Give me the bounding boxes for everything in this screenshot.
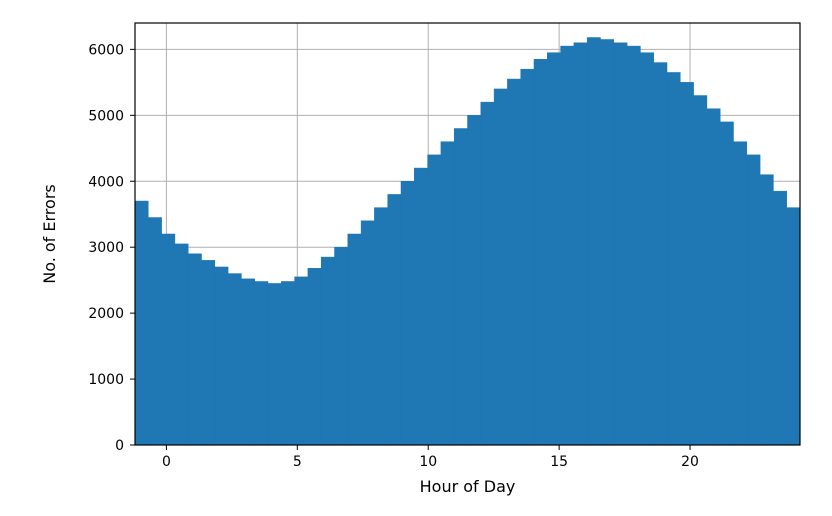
bar	[654, 63, 667, 445]
y-axis-label: No. of Errors	[40, 184, 59, 284]
bar	[135, 201, 148, 445]
bar	[414, 168, 427, 445]
bar	[680, 82, 693, 445]
x-tick-label: 15	[550, 454, 568, 470]
bar	[561, 46, 574, 445]
bar	[694, 96, 707, 445]
bar	[747, 155, 760, 445]
x-axis-label: Hour of Day	[420, 477, 516, 496]
x-tick-label: 5	[293, 454, 302, 470]
bar	[148, 218, 161, 445]
bar	[228, 274, 241, 445]
y-tick-label: 0	[115, 438, 124, 454]
bar	[720, 122, 733, 445]
bar	[494, 89, 507, 445]
chart-svg: 0 5 10 15 20 Hour of Day 0 1000 2000 3000 4000 5000…	[0, 0, 832, 516]
bar	[547, 53, 560, 445]
bar	[241, 279, 254, 445]
bar	[361, 221, 374, 445]
x-axis: 0 5 10 15 20 Hour of Day	[162, 445, 699, 496]
bar	[707, 109, 720, 445]
y-tick-label: 2000	[88, 306, 124, 322]
bar	[627, 46, 640, 445]
bar	[388, 194, 401, 445]
bar	[335, 247, 348, 445]
bar	[428, 155, 441, 445]
y-tick-label: 6000	[88, 42, 124, 58]
y-tick-label: 5000	[88, 108, 124, 124]
bar	[321, 257, 334, 445]
bar	[295, 277, 308, 445]
bar	[308, 268, 321, 445]
bar	[773, 191, 786, 445]
bar	[268, 283, 281, 445]
bar	[162, 234, 175, 445]
y-tick-label: 4000	[88, 174, 124, 190]
y-tick-label: 1000	[88, 372, 124, 388]
bar	[454, 129, 467, 446]
bar	[215, 267, 228, 445]
bar	[401, 181, 414, 445]
x-tick-label: 0	[162, 454, 171, 470]
y-axis: 0 1000 2000 3000 4000 5000 6000 No. of Errors	[40, 42, 135, 454]
x-tick-label: 20	[681, 454, 699, 470]
bar	[667, 72, 680, 445]
bar	[760, 175, 773, 445]
bar	[374, 208, 387, 445]
bar	[787, 208, 800, 445]
bar	[601, 39, 614, 445]
bar	[507, 79, 520, 445]
bar	[587, 38, 600, 445]
bar	[574, 43, 587, 445]
bar	[734, 142, 747, 445]
bar	[202, 260, 215, 445]
bar	[281, 281, 294, 445]
bar	[348, 234, 361, 445]
y-tick-label: 3000	[88, 240, 124, 256]
bar	[614, 43, 627, 445]
bar	[188, 254, 201, 445]
x-tick-label: 10	[419, 454, 437, 470]
bar	[468, 115, 481, 445]
bar	[640, 53, 653, 445]
bar	[175, 244, 188, 445]
histogram-chart: 0 5 10 15 20 Hour of Day 0 1000 2000 3000 4000 5000…	[0, 0, 832, 516]
bar	[441, 142, 454, 445]
bar	[255, 281, 268, 445]
bar	[521, 69, 534, 445]
bar	[534, 59, 547, 445]
bar	[481, 102, 494, 445]
